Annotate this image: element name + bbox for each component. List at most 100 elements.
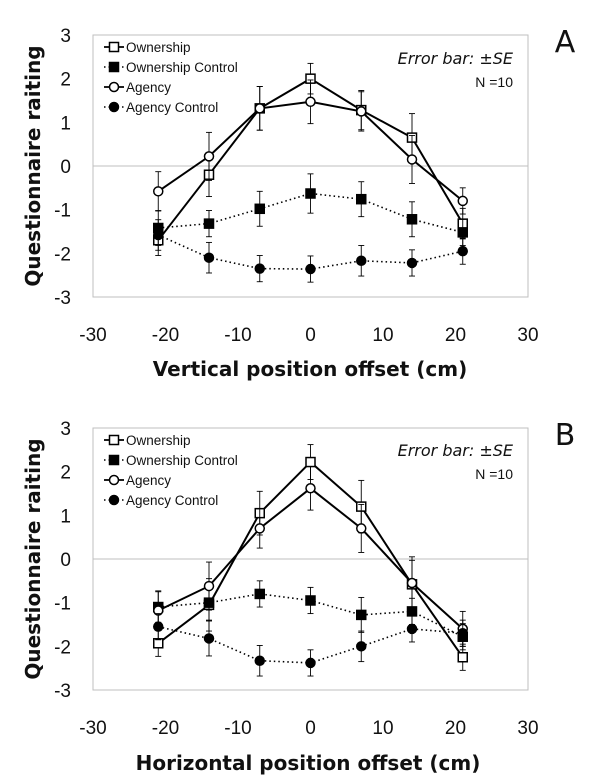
panel-b-legend-marker (108, 494, 120, 506)
panel-b-data-point (305, 483, 316, 494)
panel-a-data-point (305, 263, 316, 275)
panel-a-data-point (203, 218, 215, 229)
panel-a-data-point (356, 193, 367, 205)
panel-a-legend-label: Ownership (126, 40, 191, 55)
panel-a-data-point (203, 151, 215, 162)
panel-a-data-point (305, 96, 316, 108)
panel-a-legend-marker (108, 61, 120, 73)
panel-b-y-axis-label: Questionnaire raiting (21, 438, 45, 679)
panel-a-n-label: N =10 (475, 74, 513, 90)
panel-a-y-tick-label: -3 (54, 288, 71, 309)
panel-a-y-tick-label: 3 (60, 26, 71, 47)
panel-b-data-point (305, 657, 316, 669)
panel-b-data-point (356, 523, 367, 534)
panel-a-legend-marker (108, 81, 120, 93)
panel-a-y-tick-label: 2 (60, 70, 71, 91)
panel-a-data-point (305, 188, 316, 199)
panel-a-x-tick-label: 20 (445, 325, 466, 346)
panel-b-y-tick-label: -3 (54, 681, 71, 702)
panel-b-data-point (203, 633, 215, 644)
panel-a-letter: A (555, 25, 576, 60)
panel-b-x-tick-label: -10 (224, 718, 251, 739)
panel-b-y-tick-label: 2 (60, 463, 71, 484)
panel-b-y-tick-label: 0 (60, 550, 71, 571)
panel-b-series-agency-control (153, 613, 468, 677)
panel-b-x-tick-label: 20 (445, 718, 466, 739)
panel-a-x-tick-label: -20 (152, 325, 179, 346)
panel-a-y-tick-label: 0 (60, 157, 71, 178)
panel-b-series-agency (153, 465, 468, 647)
panel-a-x-tick-label: 0 (305, 325, 316, 346)
panel-b-x-tick-label: 10 (372, 718, 393, 739)
panel-b-legend: Ownership Ownership Control Agency Agency C… (104, 433, 238, 508)
panel-b-data-point (457, 627, 468, 639)
panel-b-x-tick-label: -20 (152, 718, 179, 739)
panel-b-data-point (356, 609, 367, 621)
panel-b-legend-label: Ownership Control (126, 453, 238, 468)
panel-a-series-agency (153, 79, 468, 215)
panel-b-y-tick-label: -2 (54, 637, 71, 658)
panel-b-x-tick-label: 0 (305, 718, 316, 739)
panel-a-y-tick-label: -2 (54, 244, 71, 265)
panel-a-x-tick-label: -10 (224, 325, 251, 346)
panel-b-data-point (254, 523, 265, 534)
panel-b-data-point (305, 595, 316, 606)
panel-b-data-point (406, 623, 418, 635)
panel-a-x-axis-label: Vertical position offset (cm) (153, 357, 467, 381)
panel-b-x-tick-label: 30 (517, 718, 538, 739)
panel-a-x-tick-label: 10 (372, 325, 393, 346)
panel-a-y-axis-label: Questionnaire raiting (21, 45, 45, 286)
panel-a-data-point (406, 154, 418, 165)
panel-b-y-tick-label: -1 (54, 594, 71, 615)
panel-b-legend-marker (108, 434, 120, 446)
panel-b-legend-label: Agency Control (126, 493, 218, 508)
panel-b-data-point (153, 621, 164, 632)
panel-b-legend-label: Agency (126, 473, 171, 488)
panel-a-data-point (457, 195, 468, 207)
panel-a-data-point (406, 257, 418, 269)
panel-a-data-point (356, 106, 367, 117)
panel-a-legend-marker (108, 101, 120, 113)
panel-a-data-point (356, 255, 367, 267)
panel-a-data-point (457, 245, 468, 257)
panel-b-legend-marker (108, 454, 120, 466)
panel-a-error-note: Error bar: ±SE (398, 49, 514, 68)
panel-b-x-tick-label: -30 (79, 718, 106, 739)
panel-b-data-point (203, 580, 215, 592)
panel-a-data-point (254, 263, 265, 274)
panel-b-y-tick-label: 3 (60, 419, 71, 440)
panel-a-data-point (406, 214, 418, 225)
panel-a-data-point (254, 103, 265, 114)
panel-a-legend: Ownership Ownership Control Agency Agency C… (104, 40, 238, 115)
panel-b-data-point (406, 577, 418, 589)
panel-a-data-point (254, 203, 265, 215)
panel-a-x-tick-label: 30 (517, 325, 538, 346)
panel-b-error-note: Error bar: ±SE (398, 441, 514, 460)
panel-b-y-tick-label: 1 (60, 506, 71, 527)
panel-a-legend-marker (108, 41, 120, 53)
panel-a-series-agency-control (153, 219, 468, 283)
panel-b-legend-marker (108, 474, 120, 486)
panel-b-data-point (305, 456, 316, 468)
panel-a-y-tick-label: 1 (60, 113, 71, 134)
panel-b-data-point (254, 588, 265, 600)
panel-b-x-axis-label: Horizontal position offset (cm) (136, 751, 481, 775)
panel-b-legend-label: Ownership (126, 433, 191, 448)
panel-b-data-point (457, 652, 468, 663)
panel-a-data-point (203, 252, 215, 263)
panel-b-data-point (356, 641, 367, 652)
panel-a-data-point (457, 227, 468, 238)
panel-a-data-point (153, 186, 164, 197)
panel-b-data-point (254, 655, 265, 666)
panel-a-legend-label: Ownership Control (126, 60, 238, 75)
panel-b-letter: B (555, 418, 576, 453)
panel-a-legend-label: Agency (126, 80, 171, 95)
panel-a-y-tick-label: -1 (54, 201, 71, 222)
panel-a-x-tick-label: -30 (79, 325, 106, 346)
panel-a-legend-label: Agency Control (126, 100, 218, 115)
panel-b-n-label: N =10 (475, 466, 513, 482)
